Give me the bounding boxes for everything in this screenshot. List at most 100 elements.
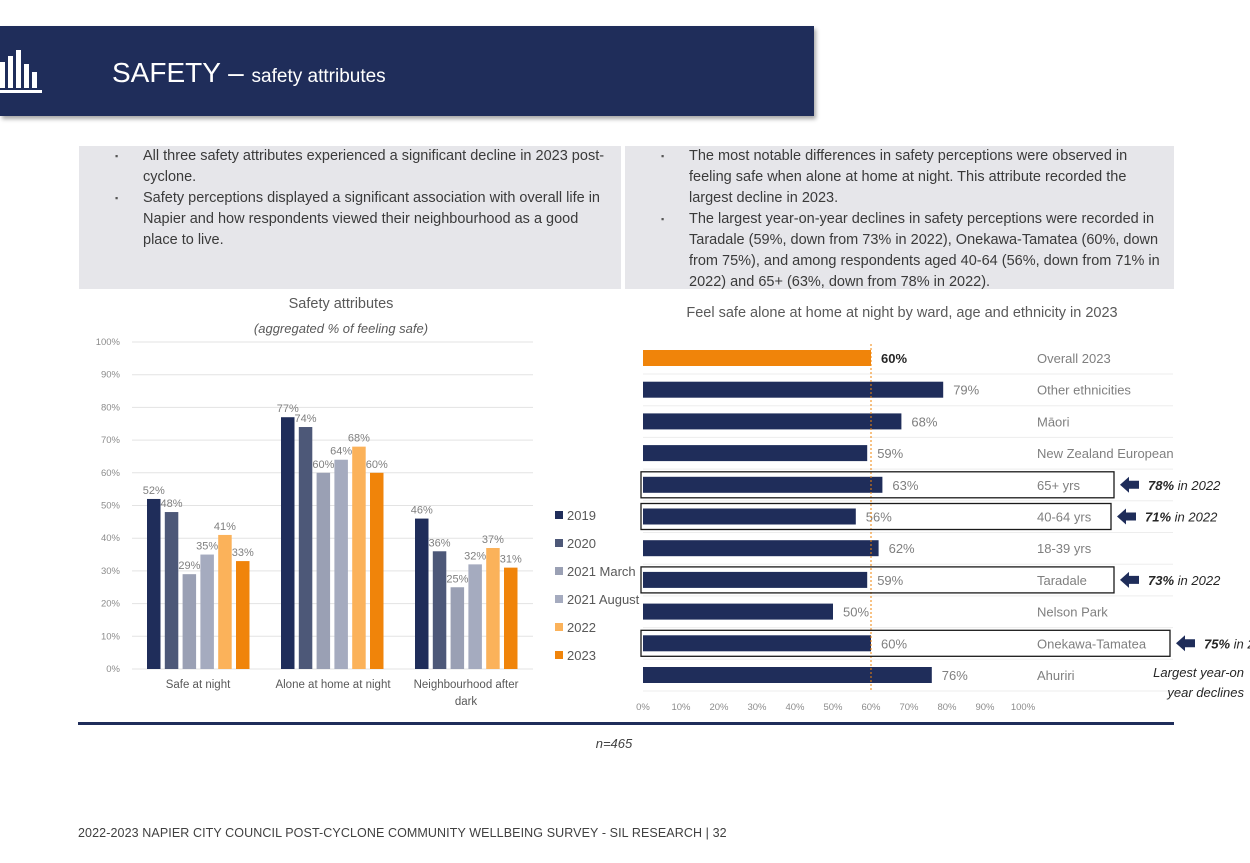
bar [643, 381, 944, 398]
y-tick-label: 20% [101, 599, 121, 610]
bar [147, 498, 161, 669]
data-label: 74% [295, 413, 317, 425]
x-category-label: Neighbourhood after [414, 679, 519, 691]
highlight-box [640, 471, 1115, 499]
x-tick-label: 80% [937, 702, 957, 713]
page-title: SAFETY – safety attributes [112, 57, 386, 89]
category-label: New Zealand European [1037, 446, 1174, 461]
legend-label: 2019 [567, 508, 596, 523]
arrow-left-icon [1120, 476, 1139, 493]
summary-right-text: The largest year-on-year declines in saf… [689, 211, 1160, 290]
divider [78, 722, 1174, 725]
annotation-label: 73% in 2022 [1148, 573, 1221, 588]
annotation-label: 78% in 2022 [1148, 478, 1221, 493]
y-tick-label: 80% [101, 402, 121, 413]
summary-right-box: ▪ The most notable differences in safety … [625, 146, 1174, 290]
y-tick-label: 70% [101, 435, 121, 446]
sample-size: n=465 [595, 736, 633, 751]
summary-left-item: ▪ All three safety attributes experienced… [79, 146, 621, 188]
x-tick-label: 90% [975, 702, 995, 713]
data-label: 76% [942, 668, 968, 683]
note-label: year declines [1166, 685, 1244, 700]
highlight-box [640, 566, 1115, 594]
data-label: 68% [911, 414, 937, 429]
summary-left-text: Safety perceptions displayed a significa… [143, 190, 600, 248]
data-label: 59% [877, 573, 903, 588]
y-tick-label: 100% [96, 337, 121, 348]
data-label: 60% [366, 459, 388, 471]
bar [236, 561, 250, 669]
note-label: Largest year-on [1153, 665, 1244, 680]
highlight-box [640, 502, 1112, 531]
legend-swatch [555, 511, 563, 519]
page-title-sub: safety attributes [251, 66, 386, 87]
bar [370, 472, 384, 669]
x-tick-label: 50% [823, 702, 843, 713]
data-label: 31% [500, 554, 522, 566]
bar [643, 445, 868, 462]
data-label: 36% [429, 537, 451, 549]
bar [281, 417, 295, 669]
x-tick-label: 40% [785, 702, 805, 713]
legend-swatch [555, 651, 563, 659]
bullet-icon: ▪ [661, 151, 665, 161]
bar [486, 548, 500, 669]
y-tick-label: 90% [101, 370, 121, 381]
arrow-left-icon [1117, 508, 1136, 525]
chart1-title: Safety attributes [288, 296, 394, 312]
y-tick-label: 40% [101, 533, 121, 544]
summary-right-item: ▪ The most notable differences in safety … [625, 146, 1174, 209]
header-banner [0, 26, 814, 116]
legend-label: 2023 [567, 648, 596, 663]
bar [643, 603, 833, 620]
legend-swatch [555, 539, 563, 547]
x-category-label: Safe at night [166, 679, 231, 691]
x-tick-label: 30% [747, 702, 767, 713]
category-label: Ahuriri [1037, 668, 1075, 683]
category-label: Overall 2023 [1037, 351, 1111, 366]
data-label: 50% [843, 605, 869, 620]
bar [218, 534, 232, 669]
data-label: 79% [953, 383, 979, 398]
annotation-label: 71% in 2022 [1145, 510, 1218, 525]
category-label: Māori [1037, 414, 1070, 429]
data-label: 59% [877, 446, 903, 461]
bar [468, 564, 482, 669]
data-label: 52% [143, 485, 165, 497]
x-tick-label: 10% [671, 702, 691, 713]
safety-attributes-chart: 0% 10% 20% 30% 40% 50% 60% 70% 80% 90% 100% 52% 77% 4… [96, 337, 640, 708]
bar [164, 512, 179, 669]
legend-swatch [555, 623, 563, 631]
category-label: Other ethnicities [1037, 383, 1131, 398]
data-label: 48% [161, 498, 183, 510]
bar [643, 476, 883, 493]
data-label: 25% [446, 573, 468, 585]
category-label: Nelson Park [1037, 605, 1108, 620]
bar [298, 427, 313, 669]
data-label: 32% [464, 550, 486, 562]
arrow-left-icon [1176, 635, 1195, 652]
bar [182, 574, 197, 669]
legend-label: 2021 August [567, 592, 640, 607]
data-label: 77% [277, 403, 299, 415]
feel-safe-by-group-chart: 60% Overall 2023 79% Other ethnicities 68% Mā… [636, 344, 1250, 713]
bullet-icon: ▪ [115, 193, 119, 203]
bar [200, 554, 214, 669]
y-tick-label: 10% [101, 631, 121, 642]
legend-label: 2021 March [567, 564, 636, 579]
footer: 2022-2023 NAPIER CITY COUNCIL POST-CYCLO… [78, 826, 727, 840]
page-title-dash: – [220, 57, 252, 88]
legend-label: 2020 [567, 536, 596, 551]
legend-swatch [555, 595, 563, 603]
legend-label: 2022 [567, 620, 596, 635]
x-category-label: dark [455, 696, 478, 708]
summary-left-text: All three safety attributes experienced … [143, 148, 605, 185]
chart1-subtitle: (aggregated % of feeling safe) [253, 321, 429, 336]
data-label: 60% [881, 636, 907, 651]
category-label: 18-39 yrs [1037, 541, 1092, 556]
data-label: 68% [348, 433, 370, 445]
data-label: 33% [232, 547, 254, 559]
summary-right-item: ▪ The largest year-on-year declines in sa… [625, 209, 1174, 293]
category-label: Onekawa-Tamatea [1037, 636, 1147, 651]
bar [432, 551, 447, 669]
